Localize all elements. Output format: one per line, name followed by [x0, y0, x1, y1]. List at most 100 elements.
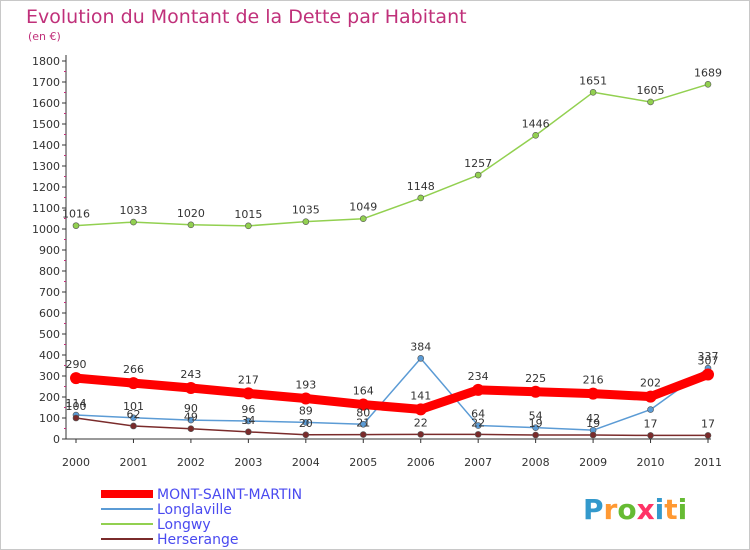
data-point-longlaville — [474, 422, 482, 429]
data-point-longwy — [187, 221, 195, 229]
data-point-herserange — [647, 432, 654, 439]
data-point-mont-saint-martin — [357, 398, 370, 411]
data-point-herserange — [359, 431, 367, 438]
data-label-herserange: 17 — [644, 417, 658, 430]
y-tick-label: 1400 — [32, 139, 60, 152]
y-tick-label: 1000 — [32, 223, 60, 236]
data-point-longlaville — [359, 420, 367, 428]
data-label-longlaville: 90 — [184, 402, 198, 415]
data-label-longwy: 1016 — [62, 208, 90, 221]
data-point-longwy — [245, 222, 252, 230]
y-tick-label: 900 — [39, 244, 60, 257]
y-tick-label: 1600 — [32, 97, 60, 110]
y-tick-label: 400 — [39, 349, 60, 362]
data-label-longwy: 1689 — [694, 66, 722, 79]
y-tick-label: 0 — [53, 433, 60, 446]
data-point-longwy — [704, 81, 712, 88]
series-layer — [70, 81, 714, 439]
data-point-herserange — [704, 432, 712, 439]
x-tick-label: 2005 — [349, 456, 377, 469]
data-label-mont-saint-martin: 164 — [353, 385, 374, 398]
data-label-longlaville: 80 — [356, 406, 370, 419]
x-tick-label: 2010 — [637, 456, 665, 469]
data-label-longwy: 1020 — [177, 207, 205, 220]
x-tick-label: 2002 — [177, 456, 205, 469]
data-point-longwy — [589, 88, 597, 96]
data-label-longwy: 1015 — [234, 208, 262, 221]
data-point-longlaville — [187, 416, 195, 424]
data-point-longlaville — [532, 424, 539, 431]
data-point-longlaville — [245, 417, 252, 425]
axes: 0 100 200 300 400 500 600 700 800 900 1000 1100 1200… — [32, 55, 722, 469]
data-point-mont-saint-martin — [644, 390, 657, 403]
y-tick-label: 1700 — [32, 76, 60, 89]
data-label-longwy: 1257 — [464, 157, 492, 170]
series-line-longlaville — [75, 357, 709, 431]
data-point-herserange — [72, 414, 80, 422]
data-point-mont-saint-martin — [184, 381, 197, 394]
data-label-longlaville: 101 — [123, 400, 144, 413]
data-point-mont-saint-martin — [702, 368, 714, 381]
y-tick-label: 1100 — [32, 202, 60, 215]
series-line-mont-saint-martin — [71, 370, 713, 414]
data-label-longwy: 1035 — [292, 204, 320, 217]
data-label-mont-saint-martin: 217 — [238, 373, 259, 386]
y-tick-label: 600 — [39, 307, 60, 320]
data-point-herserange — [589, 431, 597, 439]
data-point-mont-saint-martin — [414, 403, 427, 416]
chart-title: Evolution du Montant de la Dette par Hab… — [26, 6, 467, 28]
data-point-longlaville — [302, 419, 310, 426]
data-label-herserange: 22 — [414, 416, 428, 429]
data-point-longwy — [359, 215, 367, 223]
legend-label-longwy: Longwy — [157, 517, 211, 533]
data-point-herserange — [130, 422, 137, 430]
series-line-longwy — [75, 83, 709, 227]
y-tick-label: 500 — [39, 328, 60, 341]
data-label-mont-saint-martin: 234 — [468, 370, 489, 383]
x-tick-label: 2008 — [522, 456, 550, 469]
data-label-mont-saint-martin: 193 — [295, 378, 316, 391]
data-label-longlaville: 96 — [241, 403, 255, 416]
data-label-herserange: 19 — [586, 417, 600, 430]
series-line-herserange — [75, 417, 709, 437]
data-point-longwy — [72, 222, 80, 229]
logo-text: Proxiti — [583, 493, 687, 526]
data-label-herserange: 22 — [471, 416, 485, 429]
data-label-mont-saint-martin: 216 — [583, 374, 604, 387]
data-label-herserange: 19 — [529, 417, 543, 430]
data-point-mont-saint-martin — [127, 377, 140, 390]
data-label-mont-saint-martin: 202 — [640, 377, 661, 390]
data-point-herserange — [474, 431, 482, 438]
data-label-longwy: 1605 — [637, 84, 665, 97]
data-point-longlaville — [417, 355, 425, 362]
data-point-mont-saint-martin — [299, 392, 312, 405]
y-tick-label: 800 — [39, 265, 60, 278]
data-point-longlaville — [647, 406, 654, 413]
data-label-longlaville: 42 — [586, 412, 600, 425]
y-tick-label: 1500 — [32, 118, 60, 131]
data-point-herserange — [187, 425, 195, 433]
x-tick-label: 2004 — [292, 456, 320, 469]
data-label-longwy: 1148 — [407, 180, 435, 193]
data-label-herserange: 20 — [299, 417, 313, 430]
data-label-mont-saint-martin: 243 — [180, 368, 201, 381]
data-label-longlaville: 64 — [471, 408, 485, 421]
x-tick-label: 2003 — [234, 456, 262, 469]
x-tick-label: 2006 — [407, 456, 435, 469]
data-label-herserange: 17 — [701, 417, 715, 430]
x-tick-label: 2001 — [119, 456, 147, 469]
proxiti-logo: Proxiti — [583, 493, 687, 526]
data-label-longlaville: 54 — [529, 410, 543, 423]
data-point-herserange — [417, 431, 425, 438]
data-label-longlaville: 337 — [698, 350, 719, 363]
data-point-longwy — [302, 218, 310, 225]
y-tick-label: 1800 — [32, 55, 60, 68]
data-point-mont-saint-martin — [242, 387, 255, 400]
y-tick-label: 700 — [39, 286, 60, 299]
data-point-herserange — [302, 431, 310, 439]
data-label-herserange: 49 — [184, 411, 198, 424]
y-tick-label: 100 — [39, 412, 60, 425]
chart-subtitle: (en €) — [28, 30, 61, 43]
data-label-longwy: 1049 — [349, 201, 377, 214]
